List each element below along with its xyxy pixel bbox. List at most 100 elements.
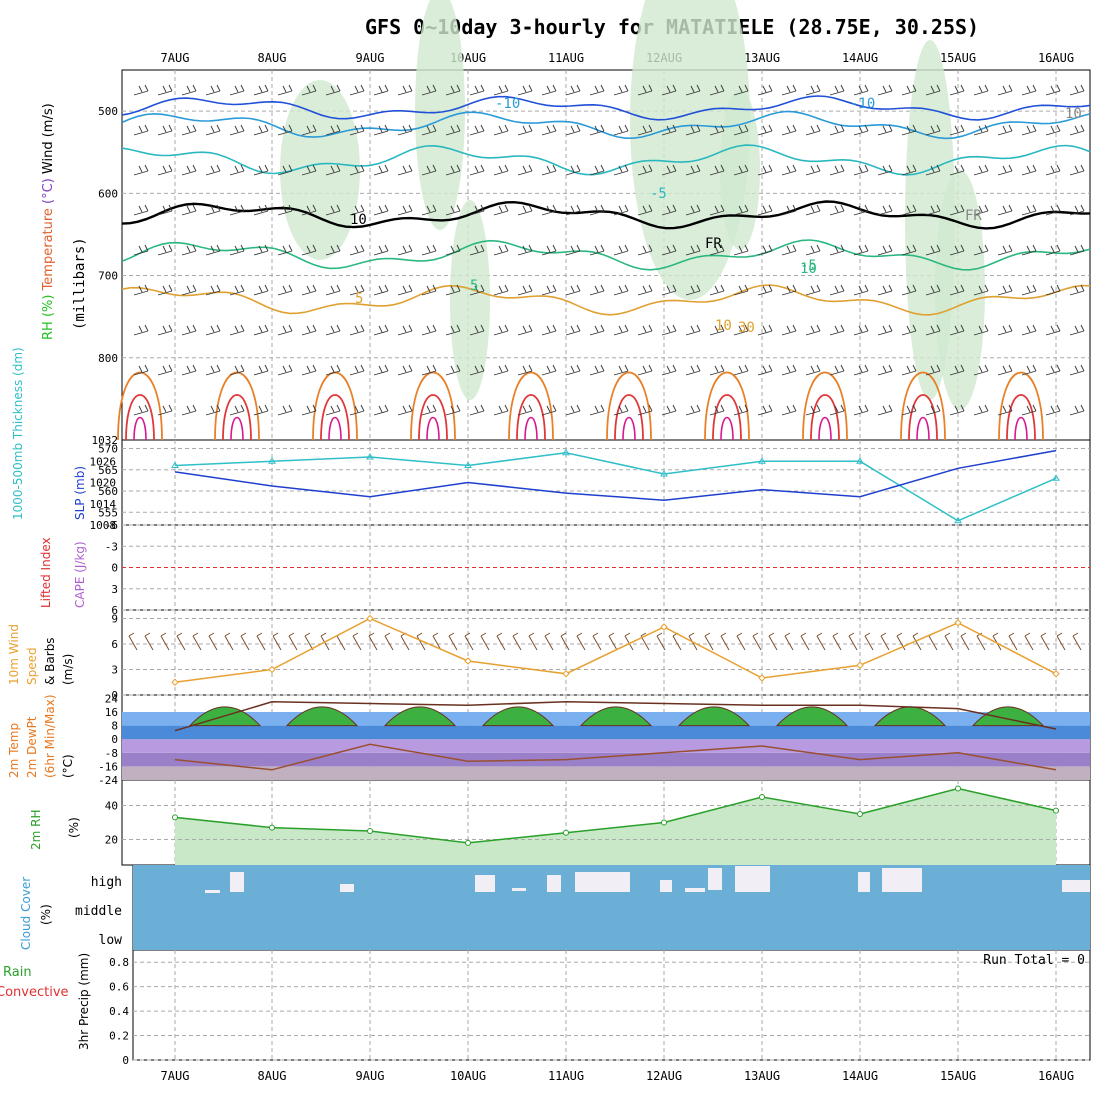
thickness-series-point bbox=[1052, 474, 1060, 481]
wind-barb bbox=[853, 84, 869, 96]
contour-label: 10 bbox=[350, 212, 367, 228]
wind-barb bbox=[853, 204, 869, 216]
wind-barb-10m bbox=[1024, 632, 1034, 651]
wind-barb bbox=[925, 404, 941, 416]
rh-area-fill bbox=[175, 788, 1056, 865]
rh-shading bbox=[415, 0, 465, 230]
wind-barb bbox=[901, 164, 917, 176]
wind-barb bbox=[637, 84, 653, 96]
panel-frame-precip bbox=[132, 949, 1091, 1061]
wind-barb bbox=[613, 84, 629, 96]
wind-barb bbox=[781, 204, 797, 216]
cloud-clear bbox=[882, 868, 922, 892]
ylabel-part: (m/s) bbox=[41, 103, 56, 137]
wind-barb bbox=[757, 164, 773, 176]
wind-barb bbox=[541, 284, 557, 296]
wind-barb-10m bbox=[512, 632, 522, 651]
rh-tick: 20 bbox=[105, 834, 118, 847]
pressure-tick-label: 500 bbox=[98, 105, 118, 118]
wind-barb bbox=[325, 364, 341, 376]
cloud-clear bbox=[475, 875, 495, 892]
wind-barb bbox=[205, 364, 221, 376]
wind-barb bbox=[853, 324, 869, 336]
wind-barb bbox=[589, 404, 605, 416]
temp-tick: 0 bbox=[111, 733, 118, 746]
wind-barb bbox=[253, 324, 269, 336]
wind-barb bbox=[637, 164, 653, 176]
contour-label: -5 bbox=[800, 258, 817, 274]
wind-barb bbox=[445, 244, 461, 256]
wind-barb bbox=[349, 244, 365, 256]
date-label-top: 8AUG bbox=[258, 51, 287, 65]
wind-barb bbox=[757, 124, 773, 136]
wind-barb bbox=[349, 364, 365, 376]
wind-barb bbox=[397, 244, 413, 256]
contour-20 bbox=[516, 394, 546, 441]
wind-barb bbox=[829, 404, 845, 416]
wind-barb bbox=[757, 244, 773, 256]
contour-25 bbox=[524, 416, 538, 441]
wind-barb-10m bbox=[448, 632, 458, 651]
wind-barb-10m bbox=[576, 632, 586, 651]
wind-barb bbox=[133, 164, 149, 176]
pressure-tick-label: 800 bbox=[98, 352, 118, 365]
dewpt-series bbox=[174, 743, 1057, 771]
rh-series-point bbox=[1053, 807, 1059, 814]
thickness-series-point bbox=[366, 453, 374, 460]
contour-25 bbox=[622, 416, 636, 441]
wind-barb bbox=[781, 284, 797, 296]
rh-series-point bbox=[955, 785, 961, 792]
contour-label: -10 bbox=[850, 96, 875, 112]
slp-ylabel: SLP (mb) bbox=[73, 466, 87, 520]
wind-barb bbox=[997, 84, 1013, 96]
wind-barb bbox=[733, 124, 749, 136]
wind-barb-10m bbox=[624, 632, 634, 651]
thickness-series bbox=[174, 452, 1057, 522]
wind-barb bbox=[973, 364, 989, 376]
wind-barb bbox=[157, 124, 173, 136]
temp-band bbox=[122, 766, 1090, 780]
contour-25 bbox=[328, 416, 342, 441]
slp-series bbox=[174, 449, 1057, 501]
wind-barb bbox=[613, 364, 629, 376]
wind-barb bbox=[829, 84, 845, 96]
wind-barb bbox=[229, 124, 245, 136]
wind-barb bbox=[253, 364, 269, 376]
wind-barb bbox=[565, 84, 581, 96]
wind-barb bbox=[685, 124, 701, 136]
wind-barb bbox=[709, 284, 725, 296]
wind-barb-10m bbox=[880, 632, 890, 651]
wind-barb bbox=[997, 364, 1013, 376]
slp-tick: 1014 bbox=[90, 498, 117, 511]
wind-barb bbox=[133, 324, 149, 336]
wind-barb bbox=[373, 284, 389, 296]
wind-barb bbox=[325, 324, 341, 336]
wind-barb bbox=[661, 404, 677, 416]
wind-barb bbox=[661, 244, 677, 256]
wind-barb bbox=[205, 84, 221, 96]
wind-barb-10m bbox=[256, 632, 266, 651]
wind-barb-10m bbox=[224, 632, 234, 651]
contour-20 bbox=[712, 394, 742, 441]
wind-barb bbox=[829, 164, 845, 176]
wind-speed-series-point bbox=[660, 623, 668, 631]
temp-diurnal-fill bbox=[579, 706, 653, 727]
wind-barb-10m bbox=[1056, 632, 1066, 651]
wind-barb bbox=[493, 84, 509, 96]
wind-barb bbox=[925, 164, 941, 176]
wind-barb bbox=[637, 284, 653, 296]
contour-minus5 bbox=[121, 144, 1091, 176]
wind-barb bbox=[757, 284, 773, 296]
pressure-tick-label: 600 bbox=[98, 187, 118, 200]
wind-barb bbox=[637, 364, 653, 376]
wind-barb bbox=[757, 364, 773, 376]
wind-speed-series bbox=[174, 617, 1057, 684]
wind-barb bbox=[805, 404, 821, 416]
wind-barb bbox=[445, 284, 461, 296]
wind-barb bbox=[397, 324, 413, 336]
wind-barb bbox=[973, 84, 989, 96]
rh-ylabel: 2m RH bbox=[29, 810, 43, 851]
wind-barb-10m bbox=[128, 632, 138, 651]
date-label-bottom: 8AUG bbox=[258, 1069, 287, 1083]
